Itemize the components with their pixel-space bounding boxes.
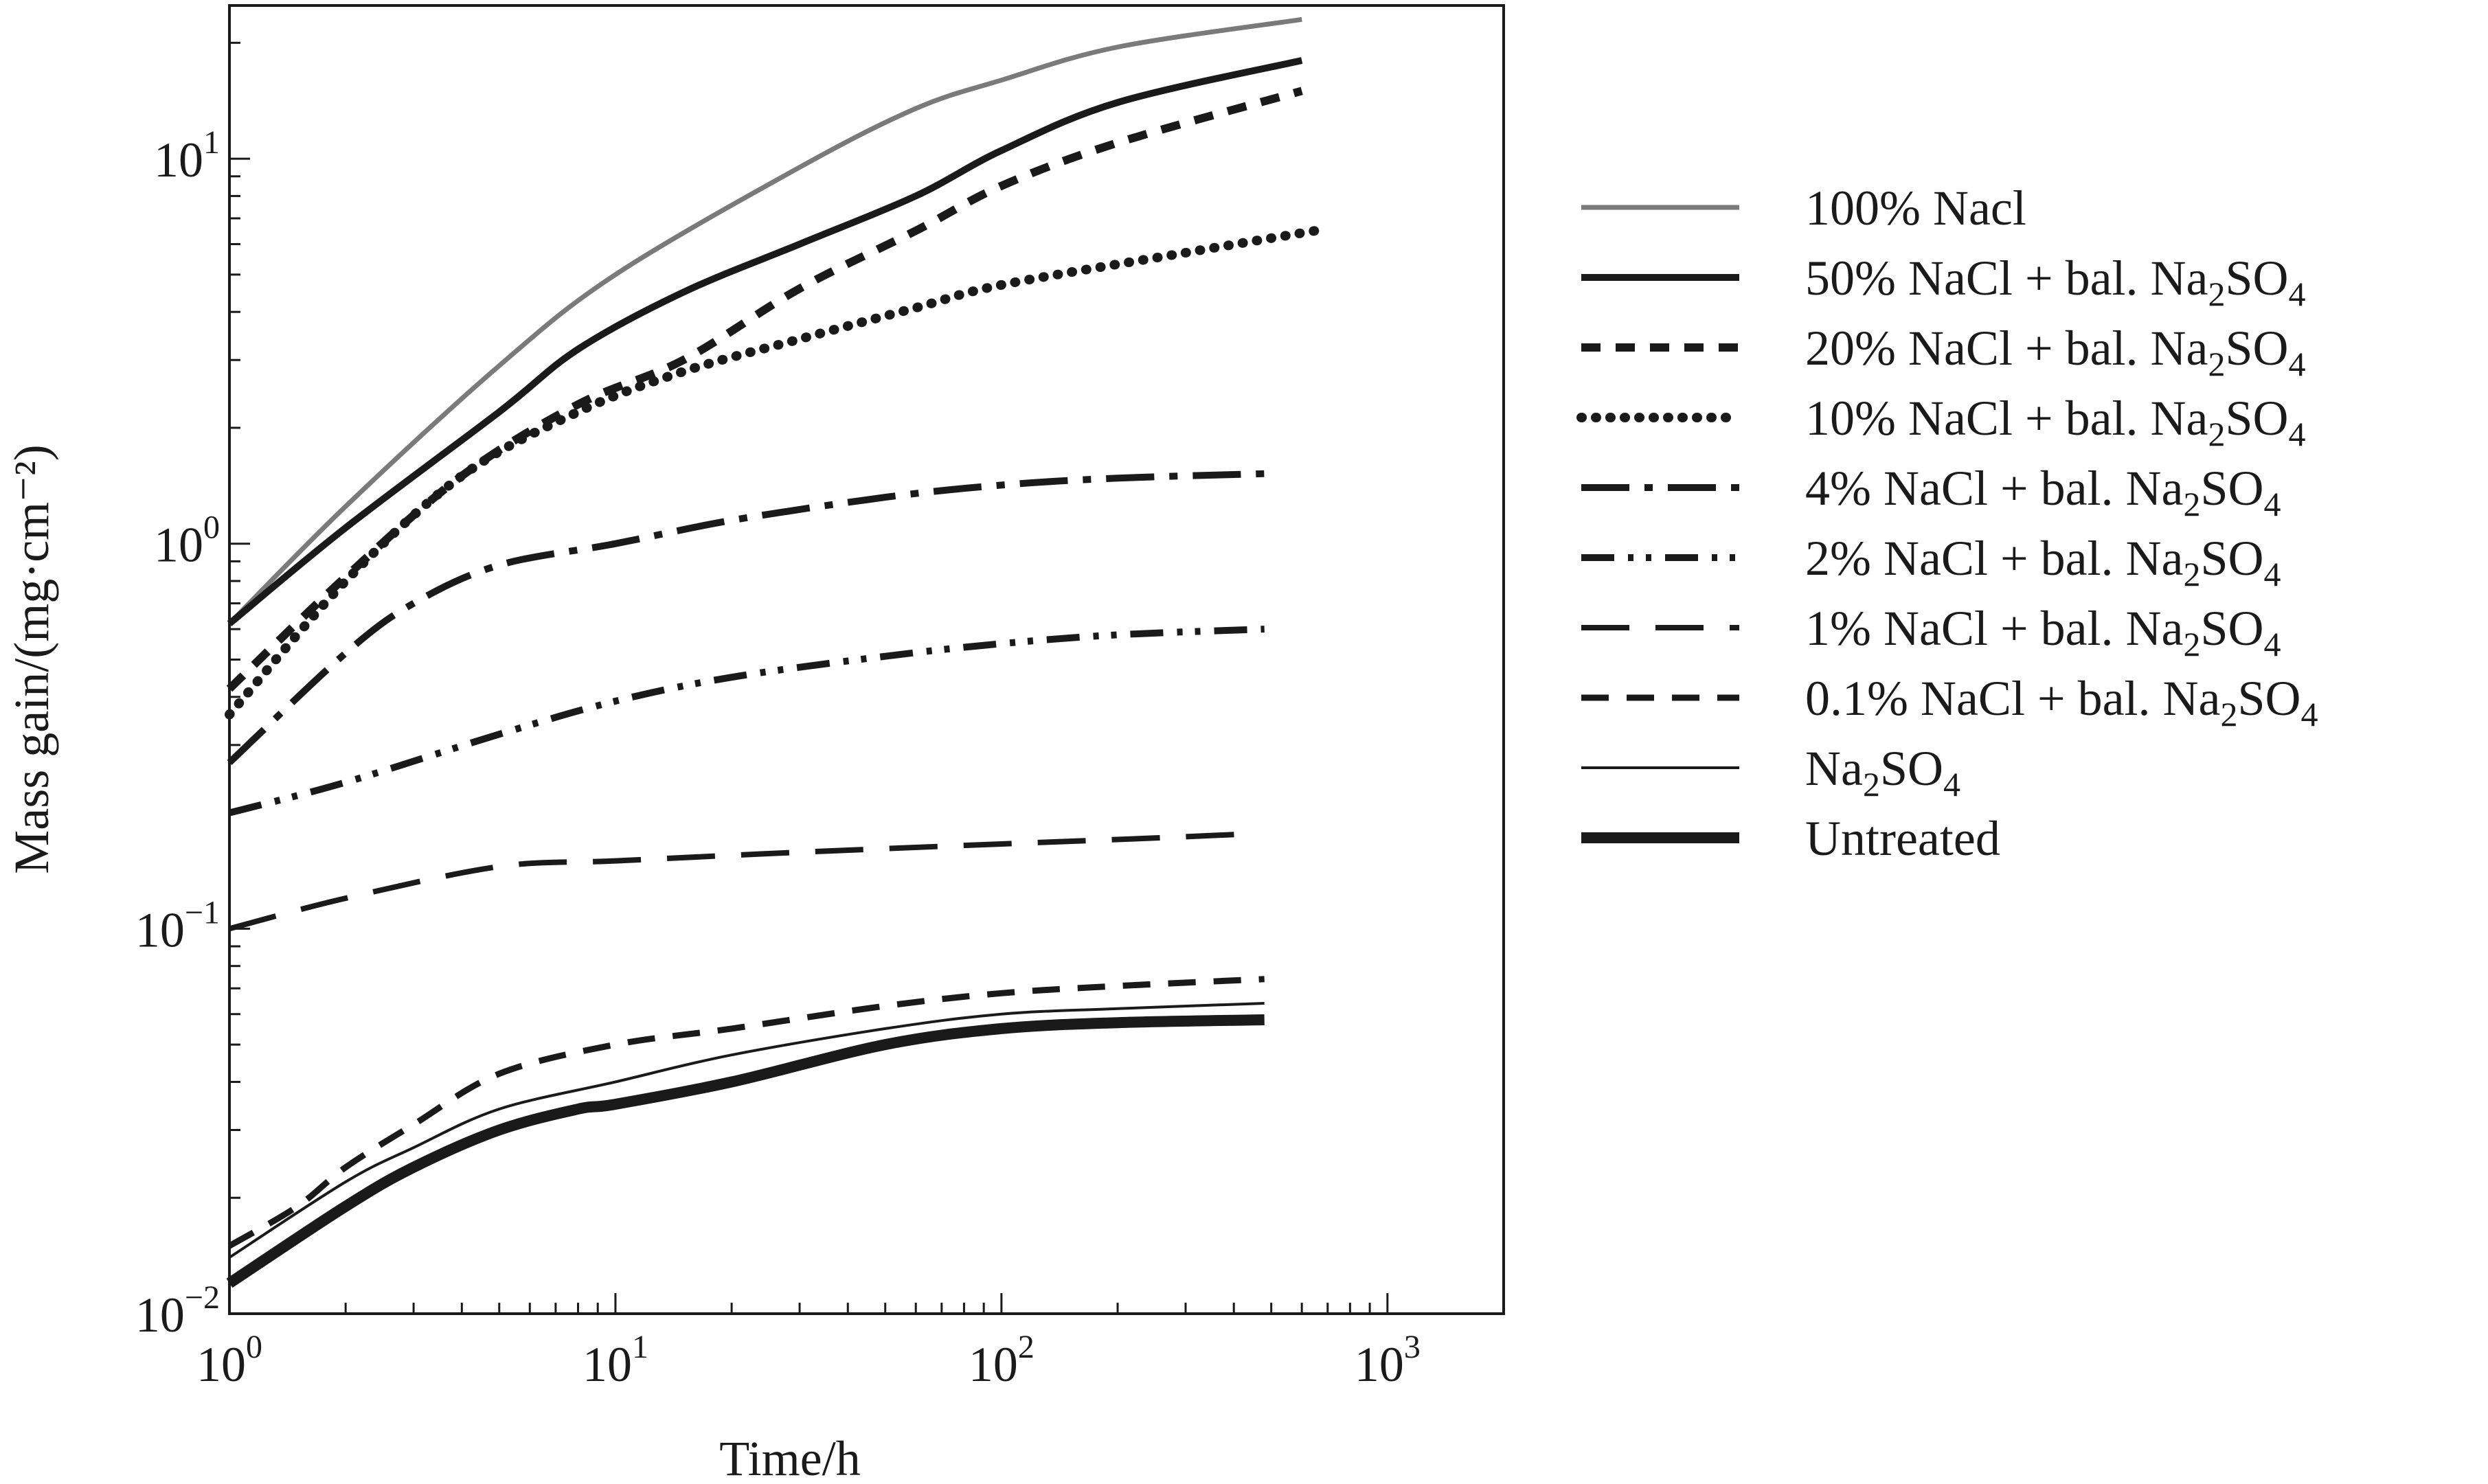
y-tick-label: 10−1 [135, 894, 220, 957]
axis-ticks: 100 101 102 103 10−2 10−1 100 101 [135, 41, 1505, 1392]
series-lines [225, 16, 1320, 1288]
legend-label: Na2SO4 [1805, 741, 1960, 803]
legend-label: 10% NaCl + bal. Na2SO4 [1805, 391, 2306, 453]
legend-label: 100% Nacl [1805, 181, 2026, 236]
x-axis-title: Time/h [719, 1431, 860, 1484]
legend-label: 1% NaCl + bal. Na2SO4 [1805, 601, 2281, 663]
legend: 100% Nacl 50% NaCl + bal. Na2SO4 20% NaCl … [1576, 181, 2318, 866]
legend-label: 0.1% NaCl + bal. Na2SO4 [1805, 671, 2318, 733]
y-tick-label: 100 [154, 510, 220, 573]
series-line-6 [228, 626, 1265, 817]
series-line-2 [227, 57, 1303, 626]
legend-label: 2% NaCl + bal. Na2SO4 [1805, 531, 2281, 593]
series-line-9 [228, 1002, 1265, 1259]
series-line-4 [225, 226, 1320, 720]
series-line-1 [227, 16, 1302, 626]
x-tick-label: 103 [1355, 1329, 1421, 1392]
legend-label: 20% NaCl + bal. Na2SO4 [1805, 321, 2306, 383]
series-line-10 [226, 1014, 1265, 1288]
series-line-3 [226, 87, 1303, 692]
series-line-7 [228, 831, 1243, 932]
series-line-8 [227, 976, 1265, 1249]
series-line-5 [227, 470, 1265, 766]
y-tick-label: 10−2 [135, 1279, 220, 1343]
y-tick-label: 101 [154, 124, 220, 187]
legend-label: Untreated [1805, 811, 2000, 866]
legend-label: 50% NaCl + bal. Na2SO4 [1805, 251, 2306, 313]
y-axis-title: Mass gain/(mg·cm⁻²) [4, 444, 59, 874]
x-tick-label: 101 [583, 1329, 648, 1392]
legend-label: 4% NaCl + bal. Na2SO4 [1805, 461, 2281, 523]
x-tick-label: 102 [969, 1329, 1034, 1392]
x-tick-label: 100 [196, 1329, 262, 1392]
